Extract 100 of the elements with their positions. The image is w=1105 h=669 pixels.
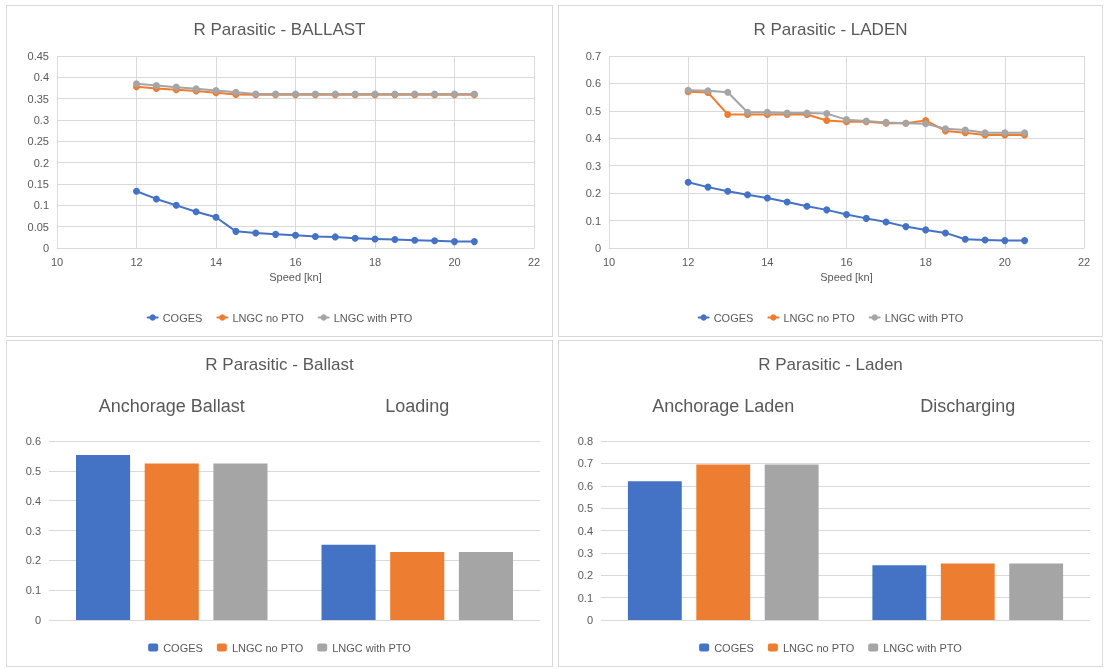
y-tick-label: 0.25: [27, 135, 49, 148]
y-tick-label: 0.15: [27, 178, 49, 190]
point: [823, 206, 831, 214]
x-tick-label: 22: [527, 255, 541, 268]
y-tick-label: 0.5: [585, 104, 601, 117]
x-tick-label: Anchorage Ballast: [98, 396, 245, 416]
point: [783, 198, 791, 206]
y-tick-label: 0.2: [585, 187, 601, 200]
point: [411, 236, 419, 244]
legend-label: COGES: [162, 311, 203, 324]
x-axis-title: Speed [kn]: [820, 271, 873, 284]
legend-label: LNGC with PTO: [883, 641, 963, 654]
legend-label: COGES: [714, 641, 754, 654]
legend-label: COGES: [713, 311, 754, 324]
x-tick-label: 10: [602, 255, 616, 268]
y-tick-label: 0.3: [25, 524, 41, 537]
chart-title: R Parasitic - Ballast: [205, 355, 354, 374]
point: [351, 234, 359, 242]
point: [823, 110, 831, 118]
x-tick-label: 18: [368, 255, 382, 268]
point: [133, 187, 140, 195]
y-tick-label: 0: [42, 242, 49, 254]
y-tick-label: 0.3: [577, 546, 593, 559]
y-tick-label: 0.3: [33, 114, 49, 126]
x-tick-label: 12: [682, 255, 695, 268]
bar: [872, 565, 927, 620]
y-tick-label: 0.1: [33, 199, 49, 212]
point: [451, 238, 458, 246]
y-tick-label: 0: [594, 242, 601, 254]
x-tick-label: 16: [289, 255, 302, 268]
chart-title: R Parasitic - BALLAST: [193, 20, 366, 39]
point: [922, 120, 930, 128]
legend-label: LNGC with PTO: [333, 311, 413, 324]
x-tick-label: 10: [50, 255, 64, 268]
point: [744, 191, 752, 199]
y-tick-label: 0.6: [577, 479, 593, 492]
y-tick-label: 0.5: [25, 464, 41, 477]
x-tick-label: 14: [209, 255, 223, 268]
point: [843, 211, 850, 219]
point: [941, 229, 949, 237]
x-tick-label: Discharging: [920, 396, 1016, 416]
x-tick-label: 16: [840, 255, 853, 268]
bar: [764, 464, 819, 620]
y-tick-label: 0.4: [585, 132, 601, 145]
y-tick-label: 0.35: [27, 92, 49, 105]
y-tick-label: 0.2: [33, 156, 49, 169]
y-tick-label: 0.7: [585, 50, 601, 62]
y-tick-label: 0.1: [577, 591, 593, 604]
bar: [627, 481, 682, 620]
legend-label: COGES: [163, 641, 203, 654]
y-tick-label: 0.5: [577, 502, 593, 515]
y-tick-label: 0.4: [577, 524, 593, 537]
point: [803, 202, 811, 210]
bar: [390, 551, 445, 620]
point: [922, 226, 930, 234]
chart-title: R Parasitic - Laden: [758, 355, 903, 374]
bar: [940, 563, 995, 620]
x-axis-title: Speed [kn]: [269, 271, 322, 284]
point: [331, 233, 339, 241]
legend-label: LNGC with PTO: [884, 311, 964, 324]
x-tick-label: 14: [761, 255, 774, 268]
y-tick-label: 0.1: [25, 584, 41, 597]
point: [311, 232, 319, 240]
y-tick-label: 0.7: [577, 457, 593, 470]
x-tick-label: 20: [998, 255, 1011, 268]
y-tick-label: 0.4: [33, 71, 49, 84]
y-tick-label: 0: [34, 614, 41, 626]
bar: [1009, 563, 1064, 620]
point: [212, 213, 220, 221]
legend-label: LNGC no PTO: [231, 641, 304, 654]
bar: [144, 463, 199, 620]
point: [1021, 237, 1029, 245]
y-tick-label: 0.05: [27, 220, 49, 233]
y-tick-label: 0.8: [577, 435, 593, 447]
point: [724, 110, 732, 118]
legend-label: LNGC no PTO: [782, 641, 855, 654]
legend-label: LNGC no PTO: [783, 311, 856, 324]
y-tick-label: 0.1: [585, 214, 601, 227]
bar: [696, 464, 751, 620]
point: [823, 116, 831, 124]
point: [763, 194, 771, 202]
point: [272, 230, 280, 238]
x-tick-label: 18: [919, 255, 932, 268]
point: [152, 195, 160, 203]
bar: [321, 544, 376, 620]
legend-label: LNGC with PTO: [332, 641, 412, 654]
chart-title: R Parasitic - LADEN: [753, 20, 908, 39]
point: [172, 201, 180, 209]
point: [470, 238, 478, 246]
y-tick-label: 0.3: [585, 159, 601, 172]
point: [862, 214, 870, 222]
y-tick-label: 0.2: [25, 554, 41, 567]
x-tick-label: Loading: [385, 396, 450, 416]
point: [252, 229, 260, 237]
y-tick-label: 0.45: [27, 50, 49, 62]
point: [391, 235, 399, 243]
y-tick-label: 0.6: [585, 77, 601, 90]
point: [724, 88, 732, 96]
point: [724, 187, 732, 195]
y-tick-label: 0.4: [25, 494, 41, 507]
